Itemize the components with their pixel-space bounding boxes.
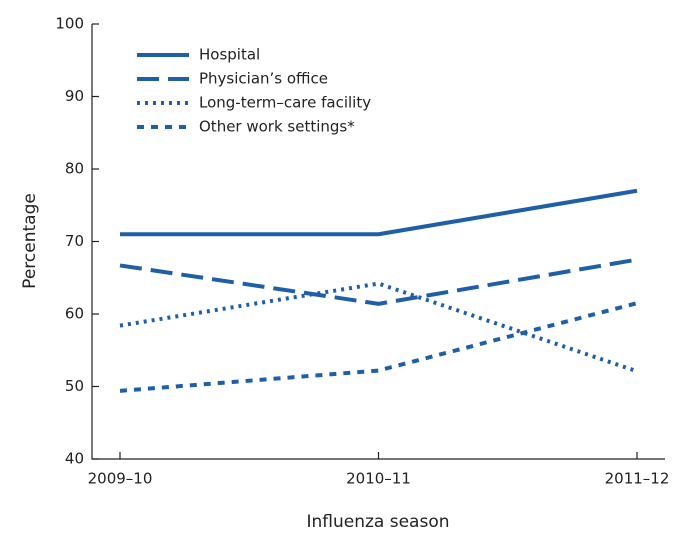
y-tick-label: 40 [65, 450, 84, 468]
legend-label: Hospital [199, 46, 260, 64]
legend-label: Physician’s office [199, 70, 328, 88]
series-line [119, 281, 638, 374]
y-tick-label: 80 [65, 160, 84, 178]
legend-label: Other work settings* [199, 118, 355, 136]
series-line [120, 188, 638, 237]
y-tick-label: 90 [65, 87, 84, 105]
y-axis-label: Percentage [20, 193, 40, 289]
y-tick-label: 60 [65, 305, 84, 323]
series-line [119, 301, 638, 393]
x-tick-label: 2010–11 [346, 470, 411, 488]
x-axis-label: Influenza season [306, 512, 449, 532]
axis-frame [91, 24, 665, 460]
x-tick-label: 2011–12 [605, 470, 670, 488]
x-tick-label: 2009–10 [88, 470, 153, 488]
legend-label: Long-term–care facility [199, 94, 371, 112]
y-tick-label: 100 [55, 15, 84, 33]
y-tick-label: 70 [65, 232, 84, 250]
series-line [119, 257, 638, 306]
y-tick-label: 50 [65, 377, 84, 395]
